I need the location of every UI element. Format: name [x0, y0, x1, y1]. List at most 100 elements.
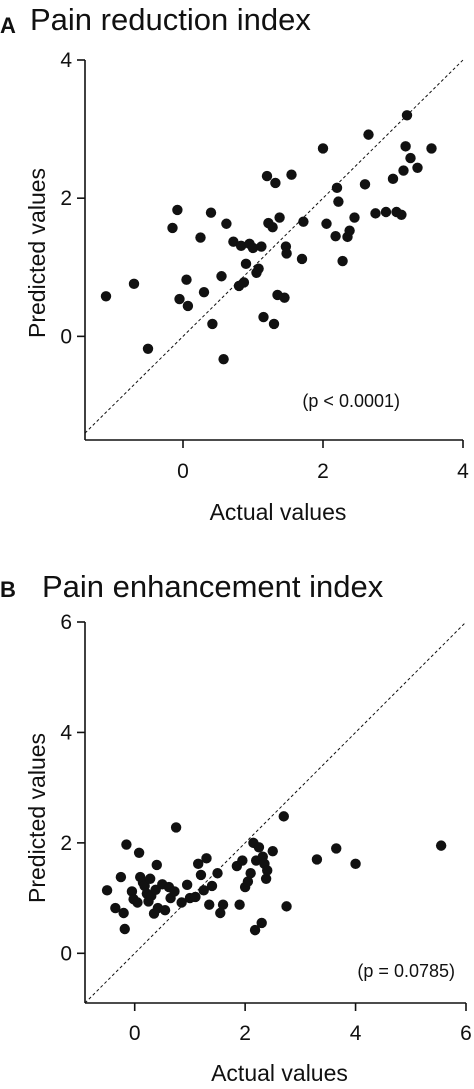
data-point — [435, 840, 447, 851]
data-point — [218, 353, 229, 365]
data-point — [349, 212, 360, 223]
data-point — [212, 868, 223, 879]
data-point — [121, 839, 132, 850]
data-point — [182, 300, 194, 312]
data-point — [350, 858, 361, 870]
data-point — [412, 162, 423, 173]
data-point — [256, 917, 267, 929]
p-value-annotation: (p = 0.0785) — [357, 961, 455, 981]
y-tick-label: 2 — [60, 832, 72, 855]
data-point — [204, 899, 215, 910]
data-point — [333, 196, 344, 207]
data-point — [217, 899, 229, 910]
data-point — [274, 212, 285, 223]
panel-letter: A — [0, 13, 16, 38]
data-point — [253, 842, 265, 853]
data-point — [221, 218, 232, 229]
data-point — [258, 311, 269, 323]
data-point — [195, 869, 207, 881]
data-point — [181, 879, 193, 891]
data-point — [344, 225, 355, 236]
data-point — [260, 873, 272, 884]
data-point — [387, 173, 399, 185]
data-point — [262, 865, 273, 876]
data-point — [253, 263, 264, 274]
data-point — [267, 222, 278, 233]
data-point — [142, 343, 154, 354]
data-point — [359, 179, 371, 190]
data-point — [228, 236, 239, 247]
data-point — [201, 853, 212, 864]
data-point — [169, 886, 180, 897]
data-point — [101, 885, 113, 896]
y-tick-label: 0 — [60, 325, 72, 348]
data-point — [174, 293, 185, 305]
data-point — [267, 845, 278, 857]
data-point — [321, 218, 332, 229]
data-point — [176, 897, 187, 908]
data-point — [151, 859, 162, 871]
data-point — [426, 143, 437, 154]
data-point — [256, 241, 267, 252]
data-point — [119, 923, 130, 935]
data-point — [132, 897, 143, 908]
x-tick-label: 2 — [317, 460, 329, 483]
data-point — [296, 253, 308, 265]
data-point — [249, 924, 261, 936]
data-point — [235, 240, 247, 252]
x-tick-label: 2 — [239, 1022, 251, 1045]
data-point — [405, 152, 416, 164]
chart-title: Pain enhancement index — [42, 569, 384, 604]
data-point — [311, 854, 323, 865]
data-point — [205, 207, 217, 218]
x-tick-label: 6 — [460, 1022, 472, 1045]
data-point — [215, 907, 226, 919]
data-point — [268, 318, 280, 330]
data-point — [237, 855, 248, 866]
data-point — [363, 129, 374, 140]
data-point — [167, 222, 178, 234]
data-point — [242, 876, 254, 887]
data-point — [247, 242, 259, 254]
y-tick-label: 4 — [60, 49, 72, 72]
y-axis-title: Predicted values — [24, 733, 50, 903]
data-point — [240, 258, 252, 270]
data-point — [330, 230, 341, 242]
data-point — [128, 278, 140, 290]
data-point — [192, 858, 204, 870]
y-tick-label: 0 — [60, 942, 72, 965]
data-point — [190, 891, 201, 903]
data-point — [331, 843, 342, 854]
data-point — [401, 110, 413, 121]
data-point — [281, 901, 292, 912]
data-point — [198, 885, 209, 896]
data-point — [118, 907, 129, 919]
panel-b: B Pain enhancement index 0 2 4 6 0 2 4 6 Actual va… — [0, 569, 472, 1086]
data-point — [172, 204, 183, 216]
data-point — [195, 232, 206, 243]
data-point — [278, 811, 289, 822]
data-point — [115, 871, 127, 883]
data-point — [126, 886, 138, 897]
x-tick-label: 0 — [129, 1022, 141, 1045]
data-point — [331, 182, 343, 194]
data-point — [245, 868, 256, 879]
identity-line — [84, 59, 464, 434]
data-point — [298, 216, 309, 227]
y-tick-label: 4 — [60, 721, 72, 744]
data-point — [133, 847, 145, 859]
chart-title: Pain reduction index — [30, 2, 311, 37]
data-point — [337, 255, 348, 267]
x-axis-title: Actual values — [210, 499, 347, 525]
p-value-annotation: (p < 0.0001) — [302, 391, 400, 411]
data-point — [270, 177, 281, 189]
data-point — [207, 318, 218, 330]
data-point — [317, 143, 329, 154]
data-point — [281, 248, 292, 259]
y-axis-title: Predicted values — [24, 168, 50, 338]
data-point — [144, 873, 156, 884]
data-point — [234, 899, 245, 910]
y-tick-label: 2 — [60, 187, 72, 210]
data-point — [170, 822, 182, 833]
